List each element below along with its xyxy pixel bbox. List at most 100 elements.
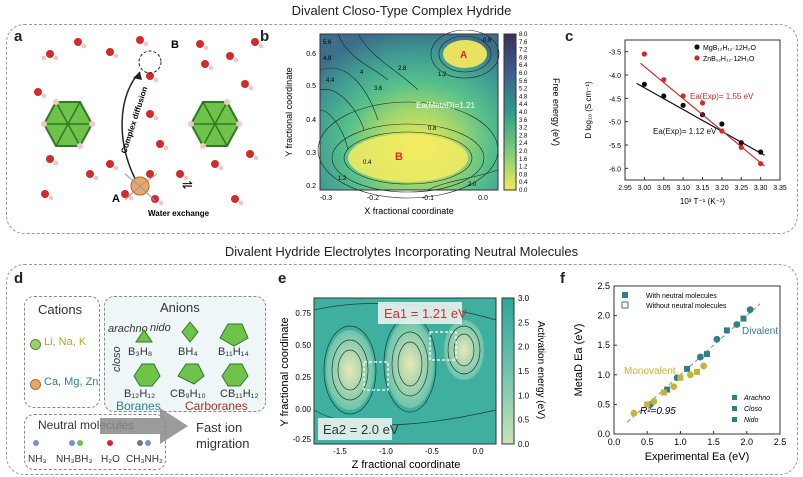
y-tick-label: 2.0 (597, 311, 610, 321)
legend-marker (694, 44, 700, 50)
colorbar-tick: 7.2 (519, 48, 528, 54)
data-point (660, 389, 667, 396)
b11h14-structure (219, 323, 249, 347)
x-tick-label: 3.20 (715, 185, 729, 192)
x-axis-label: X fractional coordinate (364, 206, 454, 216)
data-point (703, 351, 710, 358)
data-point (644, 401, 651, 408)
data-point (758, 149, 764, 155)
annotation-zn: Ea(Exp)= 1.55 eV (690, 92, 754, 101)
y-tick: 0.3 (306, 150, 316, 157)
colorbar-tick: 4.4 (519, 102, 528, 108)
x-tick: -0.3 (320, 195, 332, 202)
x-tick-label: 0.0 (608, 437, 621, 447)
cation-group-1: Li, Na, K (44, 336, 87, 348)
cation-coordination-bonds (124, 173, 158, 202)
diffusion-arrowhead (133, 72, 142, 80)
divalent-cation-icon (30, 379, 41, 390)
ea1-callout (378, 302, 462, 324)
data-point (630, 409, 638, 417)
y-tick: 0.75 (295, 309, 311, 318)
x-axis-label: 10³ T⁻¹ (K⁻¹) (680, 197, 726, 206)
ch3nh2-label: CH₃NH₂ (126, 454, 163, 465)
colorbar-tick: 0.4 (519, 180, 528, 186)
contour-value: 0.8 (428, 126, 437, 132)
shape-legend-label: Closo (744, 406, 762, 413)
data-point (699, 100, 706, 106)
anions-title: Anions (160, 300, 200, 315)
x-tick: -0.1 (422, 195, 434, 202)
shape-legend-marker (732, 406, 737, 411)
data-point (733, 321, 741, 328)
water-molecules (34, 36, 264, 206)
y-tick-label: -6.0 (609, 166, 621, 173)
colorbar-tick: 2.5 (518, 318, 530, 327)
colorbar-tick: 1.0 (518, 391, 530, 400)
colorbar-tick: 5.2 (519, 87, 528, 93)
legend-label: Without neutral molecules (646, 303, 727, 310)
b3h8-structure (135, 329, 153, 343)
y-tick-label: -3.5 (609, 50, 621, 57)
data-point (661, 77, 667, 83)
shape-legend-marker (732, 417, 737, 422)
data-point (650, 398, 658, 405)
well-middle (386, 320, 434, 408)
x-tick-label: 2.95 (618, 185, 632, 192)
annotation-mg: Ea(Exp)= 1.12 eV (653, 127, 717, 136)
x-tick-label: 3.35 (773, 185, 787, 192)
colorbar-tick: 0.5 (518, 416, 530, 425)
complex-diffusion-label: Complex diffusion (119, 85, 149, 154)
panel-b-label: b (260, 28, 270, 45)
top-panel (6, 24, 798, 234)
arachno-label: arachno (108, 323, 148, 335)
panel-a-illustration: A B Complex diffusion ⇌ Water exchange (34, 36, 264, 218)
boranes-label: Boranes (116, 399, 161, 413)
data-point (670, 383, 678, 391)
y-axis-label: MetaD Ea (eV) (573, 324, 585, 397)
x-tick-label: 2.5 (774, 437, 787, 447)
group-label-monovalent: Monovalent (624, 366, 676, 377)
data-point (641, 51, 647, 57)
panel-e-activation-map: Ea1 = 1.21 eV Ea2 = 2.0 eV -1.5 -1.0 -0.… (279, 294, 546, 471)
y-tick: 0.25 (295, 373, 311, 382)
y-tick: -0.25 (293, 435, 312, 444)
x-tick-label: 0.5 (641, 437, 654, 447)
panel-d-label: d (14, 270, 24, 287)
b12h12-cluster-left (41, 99, 95, 149)
cb11h12-label: CB₁₁H₁₂ (220, 388, 259, 400)
data-point (677, 374, 684, 381)
legend-marker (621, 301, 629, 309)
b11h14-label: B₁₁H₁₄ (218, 346, 249, 358)
contour-value: 0.4 (363, 160, 372, 166)
contour-value: 2.0 (468, 182, 477, 188)
site-b-label: B (171, 39, 179, 51)
h2o-label: H₂O (101, 454, 120, 465)
y-tick-label: 0.0 (597, 429, 610, 439)
ea1-label: Ea1 = 1.21 eV (384, 306, 467, 321)
bh4-structure (181, 321, 199, 343)
y-axis-label: D log₁₀ (S cm⁻¹) (584, 81, 593, 139)
bh4-label: BH₄ (178, 346, 198, 358)
contour-value: 0.8 (483, 38, 492, 44)
nido-label: nido (150, 322, 171, 334)
data-point (700, 362, 708, 370)
data-point (686, 371, 694, 379)
contour-value: 2.8 (398, 66, 407, 72)
colorbar-tick: 6.0 (519, 71, 528, 77)
cation-group-2: Ca, Mg, Zn (44, 376, 99, 388)
fast-ion-arrow (100, 408, 188, 444)
colorbar-tick: 0.8 (519, 172, 528, 178)
fit-line (640, 62, 765, 167)
data-point (641, 81, 647, 87)
y-tick: 0.2 (306, 183, 316, 190)
r2-label: R²=0.95 (640, 406, 676, 417)
colorbar-tick: 5.6 (519, 79, 528, 85)
legend-marker (694, 55, 700, 61)
plot-frame (613, 285, 781, 435)
activation-contours (313, 303, 497, 426)
y-tick: 0.4 (306, 117, 316, 124)
x-tick: -0.2 (367, 195, 379, 202)
shape-legend-label: Nido (744, 417, 759, 424)
x-tick-label: 3.05 (657, 185, 671, 192)
data-point (713, 335, 721, 343)
